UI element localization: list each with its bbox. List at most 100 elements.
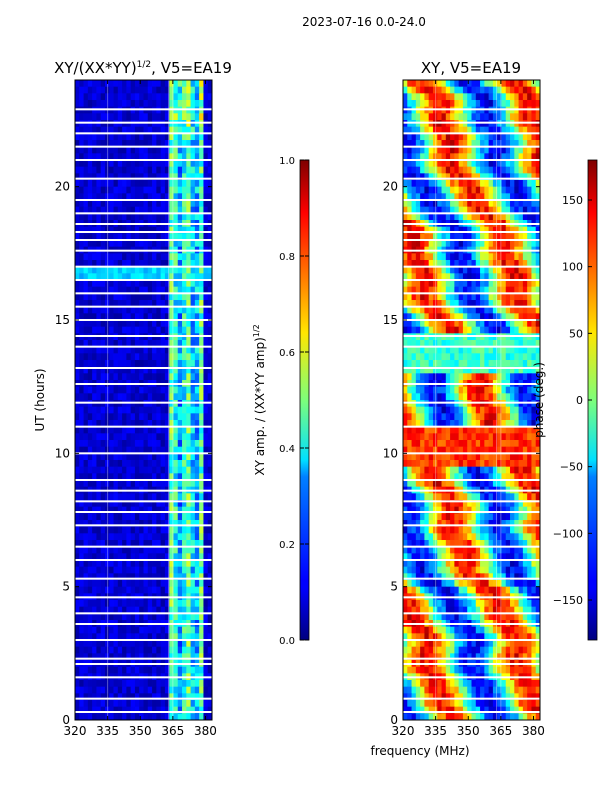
heatmap-cell <box>514 180 519 188</box>
heatmap-cell <box>194 140 200 148</box>
heatmap-cell <box>96 253 102 261</box>
heatmap-cell <box>79 473 84 481</box>
heatmap-cell <box>96 260 102 268</box>
heatmap-cell <box>492 346 498 354</box>
heatmap-cell <box>407 320 412 328</box>
heatmap-cell <box>173 86 179 94</box>
heatmap-cell <box>147 266 153 274</box>
heatmap-cell <box>411 133 417 141</box>
heatmap-cell <box>109 286 114 294</box>
heatmap-cell <box>522 226 528 234</box>
heatmap-cell <box>199 580 204 588</box>
heatmap-cell <box>186 180 191 188</box>
heatmap-cell <box>79 213 84 221</box>
heatmap-cell <box>164 653 170 661</box>
heatmap-cell <box>75 166 80 174</box>
heatmap-cell <box>117 700 123 708</box>
heatmap-cell <box>134 473 140 481</box>
heatmap-cell <box>454 233 460 241</box>
heatmap-cell <box>501 413 507 421</box>
heatmap-cell <box>75 146 80 154</box>
heatmap-cell <box>152 666 157 674</box>
heatmap-cell <box>130 80 136 88</box>
heatmap-cell <box>160 526 166 534</box>
heatmap-cell <box>122 253 127 261</box>
heatmap-cell <box>501 446 507 454</box>
heatmap-cell <box>143 126 149 134</box>
heatmap-cell <box>432 320 438 328</box>
heatmap-cell <box>96 573 102 581</box>
heatmap-cell <box>117 340 123 348</box>
heatmap-cell <box>203 413 209 421</box>
heatmap-cell <box>514 426 519 434</box>
heatmap-cell <box>79 533 84 541</box>
heatmap-cell <box>79 86 84 94</box>
heatmap-cell <box>203 566 209 574</box>
heatmap-cell <box>169 93 174 101</box>
heatmap-cell <box>83 560 89 568</box>
heatmap-cell <box>475 386 481 394</box>
heatmap-cell <box>535 373 540 381</box>
heatmap-cell <box>420 213 425 221</box>
heatmap-cell <box>450 213 455 221</box>
flagged-gap <box>75 559 212 561</box>
heatmap-cell <box>403 360 408 368</box>
heatmap-cell <box>411 266 417 274</box>
heatmap-cell <box>117 520 123 528</box>
heatmap-cell <box>531 446 537 454</box>
heatmap-cell <box>182 180 187 188</box>
heatmap-cell <box>488 273 494 281</box>
heatmap-cell <box>454 86 460 94</box>
heatmap-cell <box>535 300 540 308</box>
heatmap-cell <box>199 166 204 174</box>
heatmap-cell <box>411 273 417 281</box>
heatmap-cell <box>143 300 149 308</box>
heatmap-cell <box>100 166 106 174</box>
heatmap-cell <box>480 420 485 428</box>
heatmap-cell <box>199 520 204 528</box>
heatmap-cell <box>117 113 123 121</box>
heatmap-cell <box>437 413 442 421</box>
heatmap-cell <box>113 213 119 221</box>
heatmap-cell <box>194 393 200 401</box>
heatmap-cell <box>199 553 204 561</box>
heatmap-cell <box>79 293 84 301</box>
heatmap-cell <box>147 386 153 394</box>
heatmap-cell <box>147 273 153 281</box>
heatmap-cell <box>194 233 200 241</box>
heatmap-cell <box>75 446 80 454</box>
heatmap-cell <box>92 600 97 608</box>
heatmap-cell <box>492 386 498 394</box>
heatmap-cell <box>143 173 149 181</box>
heatmap-cell <box>109 706 114 714</box>
heatmap-cell <box>510 173 515 181</box>
heatmap-cell <box>143 466 149 474</box>
heatmap-cell <box>109 640 114 648</box>
heatmap-cell <box>475 293 481 301</box>
heatmap-cell <box>143 440 149 448</box>
heatmap-cell <box>152 206 157 214</box>
heatmap-cell <box>199 300 204 308</box>
heatmap-cell <box>100 426 106 434</box>
heatmap-cell <box>420 406 425 414</box>
heatmap-cell <box>109 520 114 528</box>
heatmap-cell <box>100 646 106 654</box>
heatmap-cell <box>190 520 196 528</box>
heatmap-cell <box>139 313 144 321</box>
heatmap-cell <box>126 226 132 234</box>
heatmap-cell <box>186 80 191 88</box>
heatmap-cell <box>147 213 153 221</box>
heatmap-cell <box>156 586 162 594</box>
heatmap-cell <box>96 340 102 348</box>
heatmap-cell <box>203 160 209 168</box>
heatmap-cell <box>420 180 425 188</box>
heatmap-cell <box>488 346 494 354</box>
heatmap-cell <box>186 253 191 261</box>
heatmap-cell <box>134 686 140 694</box>
heatmap-cell <box>152 506 157 514</box>
heatmap-cell <box>522 113 528 121</box>
heatmap-cell <box>83 553 89 561</box>
heatmap-cell <box>207 693 212 701</box>
heatmap-cell <box>207 86 212 94</box>
heatmap-cell <box>143 86 149 94</box>
